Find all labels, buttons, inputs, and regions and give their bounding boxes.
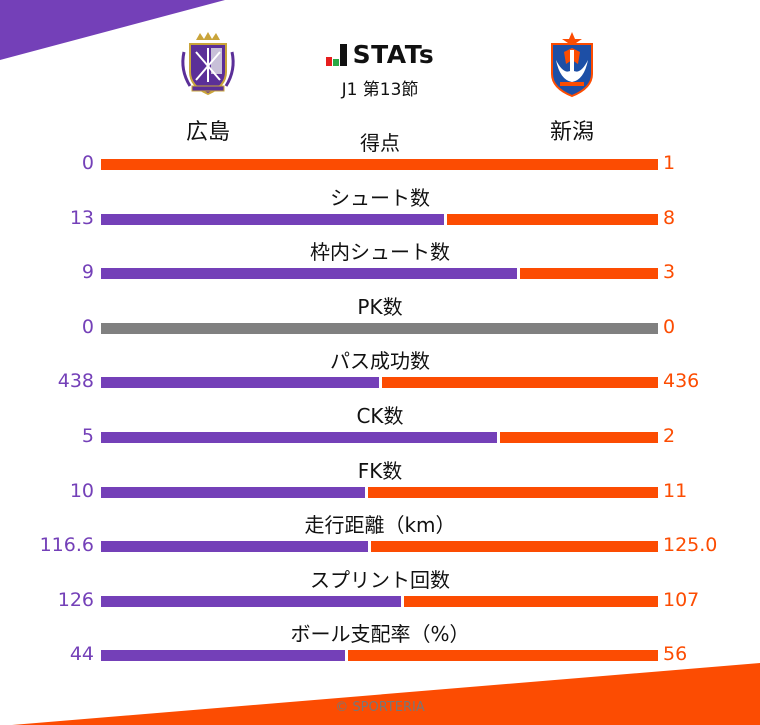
home-value: 44 [69, 643, 94, 666]
stats-logo-icon [325, 43, 347, 66]
home-team: 広島 [148, 30, 268, 146]
stat-bar [101, 431, 658, 443]
home-value: 116.6 [39, 534, 94, 557]
home-value: 9 [81, 261, 94, 284]
corner-decoration-bottom-right [12, 663, 760, 725]
bar-home-segment [101, 377, 379, 389]
away-value: 56 [663, 643, 688, 666]
stat-label: CK数 [356, 403, 404, 428]
bar-home-segment [101, 431, 497, 443]
home-value: 0 [81, 152, 94, 174]
home-value: 5 [81, 424, 94, 447]
stat-row: スプリント回数 126 107 [0, 564, 760, 619]
bar-home-segment [101, 268, 517, 280]
stat-bar [101, 213, 658, 225]
brand-title: STATs [352, 40, 435, 69]
corner-decoration-top-left [0, 0, 225, 60]
match-header: 広島 STATs J1 第13節 新潟 [0, 0, 760, 145]
stat-row: パス成功数 438 436 [0, 345, 760, 400]
stat-row: CK数 5 2 [0, 400, 760, 455]
bar-away-segment [371, 541, 658, 553]
home-value: 438 [57, 370, 94, 393]
stat-bar [101, 377, 658, 389]
bar-home-segment [101, 486, 365, 498]
stat-bar [101, 322, 658, 334]
stat-label: 得点 [360, 131, 400, 155]
albirex-niigata-crest-icon [551, 32, 593, 98]
bar-away-segment [347, 650, 658, 662]
stat-label: ボール支配率（%） [290, 622, 470, 647]
away-value: 3 [663, 261, 676, 284]
bar-neutral-segment [101, 322, 658, 334]
copyright: © SPORTERIA [335, 700, 425, 715]
bar-home-segment [101, 213, 444, 225]
stat-label: スプリント回数 [310, 567, 450, 592]
home-value: 13 [69, 206, 94, 229]
away-value: 125.0 [663, 534, 718, 557]
away-value: 8 [663, 206, 676, 229]
stat-bar [101, 595, 658, 607]
stat-row: FK数 10 11 [0, 455, 760, 510]
away-value: 436 [663, 370, 700, 393]
stat-row: 得点 0 1 [0, 127, 760, 182]
stat-row: 走行距離（km） 116.6 125.0 [0, 509, 760, 564]
away-value: 107 [663, 588, 700, 611]
home-team-name: 広島 [185, 120, 230, 145]
bar-away-segment [367, 486, 658, 498]
stat-bar [101, 541, 658, 553]
away-value: 0 [663, 315, 676, 338]
stats-chart: 得点 0 1 シュート数 13 8 枠内シュート数 9 3 PK数 0 0 パス成功数 438 436 CK数… [0, 127, 760, 673]
match-round: J1 第13節 [341, 80, 419, 100]
away-team-name: 新潟 [549, 120, 594, 145]
stat-row: 枠内シュート数 9 3 [0, 236, 760, 291]
stat-bar [101, 650, 658, 662]
home-value: 126 [57, 588, 94, 611]
bar-away-segment [381, 377, 658, 389]
stat-label: PK数 [357, 294, 403, 319]
bar-home-segment [101, 595, 401, 607]
stat-label: パス成功数 [330, 349, 430, 374]
stat-bar [101, 268, 658, 280]
stat-label: 枠内シュート数 [310, 240, 450, 265]
away-value: 11 [663, 479, 688, 502]
stat-row: PK数 0 0 [0, 291, 760, 346]
bar-home-segment [101, 650, 345, 662]
stat-label: FK数 [357, 458, 403, 483]
away-team: 新潟 [512, 30, 632, 146]
home-value: 0 [81, 315, 94, 338]
stat-bar [101, 486, 658, 498]
away-value: 1 [663, 152, 676, 174]
stat-row: ボール支配率（%） 44 56 [0, 618, 760, 673]
bar-away-segment [403, 595, 658, 607]
bar-away-segment [446, 213, 658, 225]
sanfrecce-hiroshima-crest-icon [181, 32, 235, 96]
stat-row: シュート数 13 8 [0, 182, 760, 237]
bar-away-segment [101, 159, 658, 170]
bar-home-segment [101, 541, 369, 553]
stat-bar [101, 159, 658, 170]
stats-brand: STATs J1 第13節 [300, 40, 460, 100]
stat-label: シュート数 [330, 185, 430, 210]
bar-away-segment [499, 431, 658, 443]
away-value: 2 [663, 424, 676, 447]
bar-away-segment [519, 268, 658, 280]
stat-label: 走行距離（km） [304, 513, 456, 538]
home-value: 10 [69, 479, 94, 502]
